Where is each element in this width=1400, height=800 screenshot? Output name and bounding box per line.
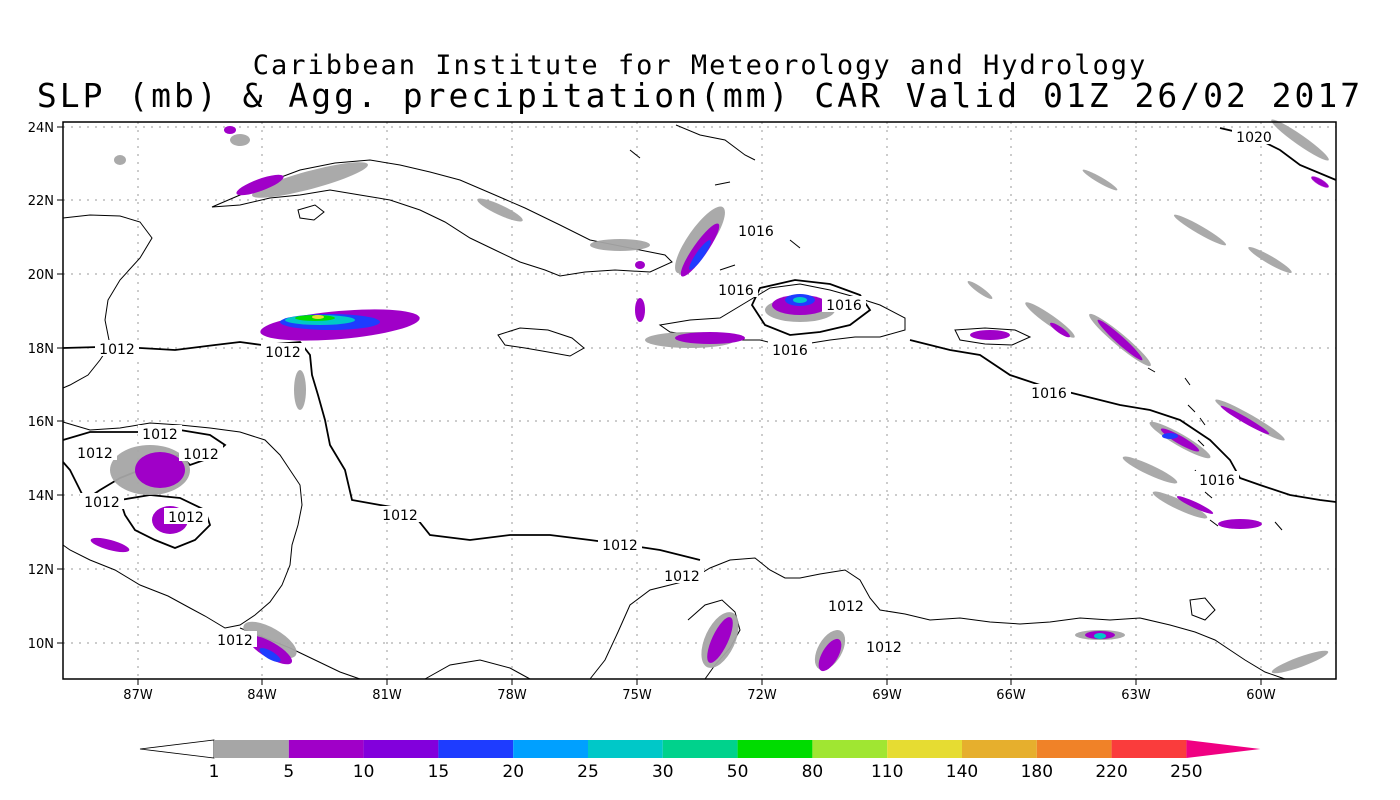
colorbar-label: 10 [353,762,375,782]
axis-ticks [57,126,1262,685]
isobar-label: 1012 [265,345,301,361]
lon-label: 75W [622,688,652,703]
colorbar-segment [288,740,364,758]
lat-label: 22N [28,194,54,209]
lon-label: 66W [996,688,1026,703]
colorbar: 1 5 10 15 20 25 30 50 80 110 140 180 220 250 [139,739,1261,782]
colorbar-label: 180 [1021,762,1053,782]
isobar-label: 1012 [183,447,219,463]
colorbar-label: 80 [802,762,824,782]
colorbar-label: 15 [428,762,450,782]
lon-label: 81W [372,688,402,703]
colorbar-segment [363,740,439,758]
colorbar-label: 110 [871,762,903,782]
colorbar-segment [214,740,289,758]
lat-label: 14N [28,489,54,504]
colorbar-label: 25 [577,762,599,782]
colorbar-label: 1 [209,762,220,782]
lat-label: 20N [28,268,54,283]
lon-axis: 87W 84W 81W 78W 75W 72W 69W 66W 63W 60W [123,688,1276,703]
colorbar-label: 250 [1170,762,1202,782]
isobar-label: 1012 [217,633,253,649]
chart-subtitle: SLP (mb) & Agg. precipitation(mm) CAR Va… [36,76,1364,115]
lon-label: 87W [123,688,153,703]
isobar-label: 1016 [1031,386,1067,402]
colorbar-high-arrow [1186,740,1261,758]
isobar-label: 1016 [826,298,862,314]
colorbar-label: 20 [502,762,524,782]
lat-label: 24N [28,121,54,136]
isobar-label: 1012 [602,538,638,554]
isobar-label: 1012 [99,342,135,358]
precipitation-field [90,119,1329,674]
colorbar-segment [438,740,514,758]
isobar-label: 1016 [718,283,754,299]
lat-axis: 24N 22N 20N 18N 16N 14N 12N 10N [28,121,54,652]
isobar-label: 1012 [168,510,204,526]
colorbar-low-arrow [139,739,215,759]
isobar-label: 1012 [382,508,418,524]
colorbar-segment [737,740,813,758]
lat-label: 18N [28,342,54,357]
colorbar-segment [1036,740,1112,758]
isobar-label: 1016 [738,224,774,240]
colorbar-label: 50 [727,762,749,782]
isobar-label: 1012 [84,495,120,511]
isobar-label: 1020 [1236,130,1272,146]
isobar-label: 1012 [142,427,178,443]
colorbar-segment [513,740,588,758]
isobar-labels: 1020 1016 1016 1016 1016 1016 1016 1012 … [73,128,1276,656]
map-plot-area [63,122,1336,679]
lat-label: 16N [28,415,54,430]
colorbar-segment [812,740,888,758]
colorbar-segment [887,740,962,758]
colorbar-label: 30 [652,762,674,782]
lon-label: 60W [1246,688,1276,703]
colorbar-segment [662,740,738,758]
lon-label: 84W [247,688,277,703]
isobar-label: 1016 [1199,473,1235,489]
graticule [63,122,1336,679]
lon-label: 63W [1121,688,1151,703]
colorbar-label: 5 [283,762,294,782]
lat-label: 10N [28,637,54,652]
isobar-label: 1012 [664,569,700,585]
isobar-label: 1012 [866,640,902,656]
isobar-label: 1016 [772,343,808,359]
lat-label: 12N [28,563,54,578]
lon-label: 72W [747,688,777,703]
lon-label: 69W [872,688,902,703]
lon-label: 78W [497,688,527,703]
map-frame [62,121,1337,680]
colorbar-segment [962,740,1037,758]
colorbar-label: 140 [946,762,978,782]
colorbar-segment [1111,740,1187,758]
isobar-label: 1012 [77,446,113,462]
chart-title: Caribbean Institute for Meteorology and … [252,50,1148,81]
colorbar-label: 220 [1095,762,1127,782]
isobar-label: 1012 [828,599,864,615]
colorbar-segment [588,740,663,758]
